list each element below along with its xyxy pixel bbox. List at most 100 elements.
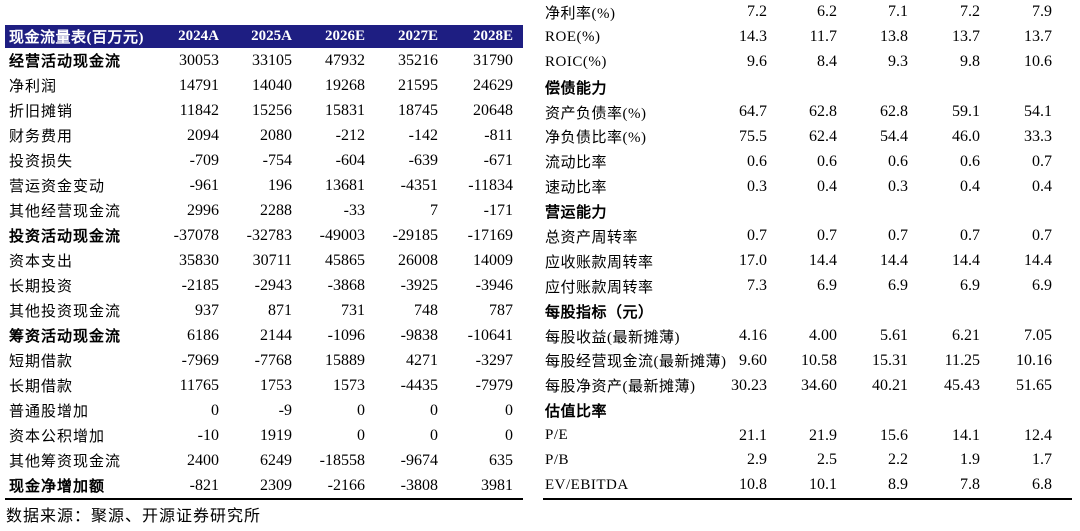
cell-value: 2309 <box>260 476 292 494</box>
row-label: 速动比率 <box>545 180 608 197</box>
cell-value: 0.6 <box>888 152 908 170</box>
cell-value: 1919 <box>260 426 292 444</box>
cell-value: 635 <box>489 451 513 469</box>
table-row: 估值比率 <box>543 398 1072 423</box>
table-row: 每股指标（元） <box>543 299 1072 324</box>
cell-value: 62.8 <box>809 103 837 120</box>
cell-value: -10641 <box>467 326 513 344</box>
cell-value <box>717 199 787 224</box>
cell-value: -3868 <box>327 276 365 294</box>
cell-value: 7.05 <box>1024 327 1052 345</box>
cell-value: 9.8 <box>960 53 980 71</box>
cell-value: -33 <box>343 201 365 219</box>
table-row: 净利润 14791 14040 19268 21595 24629 <box>5 73 523 98</box>
row-label: 普通股增加 <box>9 404 90 420</box>
cell-value: 0 <box>357 426 365 444</box>
cell-value: 14.3 <box>739 28 767 46</box>
cell-value: 13.7 <box>952 28 980 46</box>
table-row: 资本支出 35830 30711 45865 26008 14009 <box>5 248 523 273</box>
cell-value: 17.0 <box>739 252 767 270</box>
source-note: 数据来源：聚源、开源证券研究所 <box>6 508 262 525</box>
cell-value: -3808 <box>400 476 438 494</box>
cell-value: -961 <box>189 176 219 194</box>
cell-value: 0.3 <box>747 177 767 195</box>
cell-value: 8.9 <box>888 476 908 494</box>
row-label: 投资损失 <box>9 154 74 170</box>
row-label: 资本支出 <box>9 254 74 270</box>
cell-value: 0 <box>430 401 438 419</box>
cell-value: 45.43 <box>944 376 980 394</box>
cell-value: 0.6 <box>817 152 837 170</box>
cell-value: 2996 <box>187 201 219 219</box>
cell-value: -32783 <box>246 226 292 244</box>
cell-value: 10.6 <box>1024 53 1052 71</box>
cell-value <box>1000 398 1072 423</box>
cell-value: 64.7 <box>739 103 767 120</box>
cell-value: 7.2 <box>747 3 767 21</box>
cell-value: 6.9 <box>1032 277 1052 295</box>
table-row: 其他经营现金流 2996 2288 -33 7 -171 <box>5 198 523 223</box>
cell-value: -9 <box>278 401 292 419</box>
cell-value: 0.4 <box>817 177 837 195</box>
cell-value: 14009 <box>473 251 513 269</box>
cell-value <box>787 75 857 100</box>
column-header-2027E: 2027E <box>375 25 448 48</box>
cell-value: 62.4 <box>809 127 837 145</box>
cell-value: -7979 <box>475 376 513 394</box>
table-row: 投资损失 -709 -754 -604 -639 -671 <box>5 148 523 173</box>
table-row: 折旧摊销 11842 15256 15831 18745 20648 <box>5 98 523 123</box>
cell-value: 14.4 <box>952 252 980 270</box>
row-label: 经营活动现金流 <box>9 54 122 70</box>
cell-value: 33105 <box>252 51 292 69</box>
cash-flow-table-header-row: 现金流量表(百万元) 2024A 2025A 2026E 2027E 2028E <box>5 25 523 48</box>
cell-value: 787 <box>489 301 513 319</box>
cell-value: 1.7 <box>1032 451 1052 469</box>
cell-value: 35830 <box>179 251 219 269</box>
row-label: 净利率(%) <box>545 5 616 22</box>
cell-value: -2185 <box>181 276 219 294</box>
cell-value: 0.7 <box>960 227 980 245</box>
row-label: ROIC(%) <box>545 53 607 70</box>
cell-value: 10.58 <box>801 351 837 369</box>
cell-value: 30711 <box>252 251 292 269</box>
cell-value: -142 <box>408 126 438 144</box>
table-row: ROE(%) 14.3 11.7 13.8 13.7 13.7 <box>543 25 1072 50</box>
cell-value: 0.7 <box>888 227 908 245</box>
cell-value: 34.60 <box>801 376 837 394</box>
cell-value: 21.9 <box>809 426 837 444</box>
cell-value: -3925 <box>400 276 438 294</box>
cell-value: 30.23 <box>731 376 767 394</box>
cell-value: 3981 <box>481 476 513 494</box>
cell-value: 10.8 <box>739 476 767 494</box>
cell-value: 0.4 <box>1032 177 1052 195</box>
cell-value: -7768 <box>254 351 292 369</box>
cell-value: 0.6 <box>747 152 767 170</box>
row-label: ROE(%) <box>545 28 601 45</box>
cell-value: -754 <box>262 151 292 169</box>
row-label: 长期借款 <box>9 379 74 395</box>
cell-value: 1573 <box>333 376 365 394</box>
cell-value: 26008 <box>398 251 438 269</box>
cell-value: 6.8 <box>1032 476 1052 494</box>
cell-value: 937 <box>195 301 219 319</box>
cell-value: 11.25 <box>944 351 980 369</box>
cell-value: 62.8 <box>880 103 908 120</box>
cell-value: 51.65 <box>1016 376 1052 394</box>
cell-value: -4351 <box>400 176 438 194</box>
row-label: 投资活动现金流 <box>9 229 122 245</box>
cell-value: 75.5 <box>739 127 767 145</box>
row-label: 营运资金变动 <box>9 179 106 195</box>
cell-value <box>787 299 857 324</box>
cell-value: -9674 <box>400 451 438 469</box>
cell-value: 14.4 <box>809 252 837 270</box>
cell-value: -29185 <box>392 226 438 244</box>
cell-value: -709 <box>189 151 219 169</box>
cell-value: 15889 <box>325 351 365 369</box>
table-row: 筹资活动现金流 6186 2144 -1096 -9838 -10641 <box>5 323 523 348</box>
cell-value: 6.9 <box>960 277 980 295</box>
cell-value: -10 <box>197 426 219 444</box>
cell-value: 7 <box>430 201 438 219</box>
row-label: 其他经营现金流 <box>9 204 122 220</box>
cell-value: 0.7 <box>817 227 837 245</box>
table-row: EV/EBITDA 10.8 10.1 8.9 7.8 6.8 <box>543 473 1072 499</box>
